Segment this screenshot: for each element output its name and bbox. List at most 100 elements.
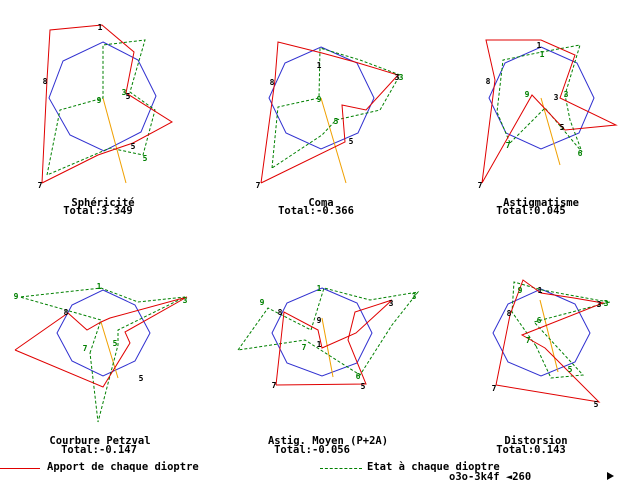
point-label: 3 <box>389 299 394 308</box>
point-label: 5 <box>594 400 599 409</box>
diagram-total: Total:3.349 <box>63 205 133 217</box>
axis-line <box>320 97 347 184</box>
point-label: 1 <box>317 284 322 293</box>
diagram-title: Astigmatisme <box>503 197 579 209</box>
point-label: 3 <box>412 292 417 301</box>
reference-octagon <box>268 46 375 150</box>
axis-line <box>539 299 559 373</box>
legend-etat-label: Etat à chaque dioptre <box>367 461 500 473</box>
point-label: 8 <box>43 77 48 86</box>
point-label: 9 <box>260 298 265 307</box>
diagram-title: Courbure Petzval <box>49 435 150 447</box>
point-label: 9 <box>14 292 19 301</box>
point-label: 6 <box>356 372 361 381</box>
diagram-title: Astig. Moyen (P+2A) <box>268 435 388 447</box>
point-label: 1 <box>540 50 545 59</box>
point-label: 7 <box>506 141 511 150</box>
point-label: 6 <box>537 316 542 325</box>
reference-octagon <box>56 289 151 377</box>
reference-octagon <box>48 41 157 152</box>
point-label: 5 <box>560 123 565 132</box>
point-label: 9 <box>97 96 102 105</box>
point-label: 5 <box>113 339 118 348</box>
point-label: 5 <box>131 142 136 151</box>
point-label: 7 <box>478 181 483 190</box>
diagram-total: Total:-0.147 <box>61 444 137 456</box>
reference-octagon <box>488 46 595 150</box>
point-label: 8 <box>278 308 283 317</box>
diagram-total: Total:-0.366 <box>278 205 354 217</box>
diagram-total: Total:-0.056 <box>274 444 350 456</box>
etat-polyline <box>271 47 401 169</box>
point-label: 3 <box>564 90 569 99</box>
point-label: 8 <box>64 308 69 317</box>
point-label: 3 <box>604 299 609 308</box>
point-label: 6 <box>578 149 583 158</box>
point-label: 5 <box>568 365 573 374</box>
point-label: 1 <box>317 340 322 349</box>
diagram-total: Total:0.045 <box>496 205 566 217</box>
axis-line <box>102 97 127 184</box>
point-label: 8 <box>507 309 512 318</box>
point-label: 3 <box>399 73 404 82</box>
apport-polyline <box>481 39 618 184</box>
reference-octagon <box>492 288 591 377</box>
point-label: 7 <box>272 381 277 390</box>
apport-polyline <box>495 279 605 403</box>
apport-polyline <box>275 299 393 386</box>
legend-etat-line <box>320 468 362 469</box>
diagram-title: Coma <box>308 197 333 209</box>
diagram-5: 9 8 1 9 3 3 7 1 65 7 Astig. Moyen (P+2A)Total:-0.0… <box>237 284 420 456</box>
point-label: 5 <box>143 154 148 163</box>
point-label: 5 <box>139 374 144 383</box>
etat-polyline <box>19 287 186 423</box>
point-label: 5 <box>334 117 339 126</box>
diagram-title: Sphéricité <box>71 197 134 209</box>
point-label: 7 <box>526 336 531 345</box>
legend-apport-label: Apport de chaque dioptre <box>47 461 199 473</box>
point-label: 9 <box>317 316 322 325</box>
legend-apport-line <box>0 468 40 469</box>
point-label: 5 <box>126 92 131 101</box>
apport-polyline <box>41 24 173 184</box>
axis-line <box>100 321 119 379</box>
point-label: 9 <box>317 95 322 104</box>
etat-polyline <box>46 39 156 176</box>
point-label: 1 <box>537 41 542 50</box>
diagram-total: Total:0.143 <box>496 444 566 456</box>
point-label: 3 <box>597 300 602 309</box>
point-label: 1 <box>538 286 543 295</box>
point-label: 7 <box>38 181 43 190</box>
point-label: 8 <box>486 77 491 86</box>
etat-polyline <box>237 287 420 376</box>
point-label: 3 <box>183 296 188 305</box>
point-label: 1 <box>317 61 322 70</box>
point-label: 3 <box>554 93 559 102</box>
point-label: 9 <box>525 90 530 99</box>
point-label: 8 <box>270 78 275 87</box>
axis-line <box>321 317 334 378</box>
point-label: 1 <box>97 282 102 291</box>
diagram-title: Distorsion <box>504 435 567 447</box>
apport-polyline <box>260 41 399 184</box>
status-code: o3o-3k4f ◄260 <box>449 471 532 483</box>
point-label: 3 <box>395 73 400 82</box>
point-label: 7 <box>83 344 88 353</box>
point-label: 1 <box>98 23 103 32</box>
point-label: 5 <box>349 137 354 146</box>
etat-polyline <box>496 44 583 153</box>
apport-polyline <box>14 296 188 388</box>
etat-polyline <box>511 281 611 379</box>
reference-octagon <box>271 287 373 377</box>
point-label: 3 <box>122 88 127 97</box>
point-label: 7 <box>256 181 261 190</box>
next-arrow-icon[interactable] <box>607 472 614 480</box>
point-label: 5 <box>361 382 366 391</box>
point-label: 7 <box>492 384 497 393</box>
